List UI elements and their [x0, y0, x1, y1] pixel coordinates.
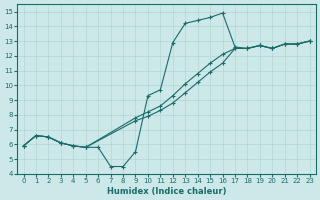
- X-axis label: Humidex (Indice chaleur): Humidex (Indice chaleur): [107, 187, 226, 196]
